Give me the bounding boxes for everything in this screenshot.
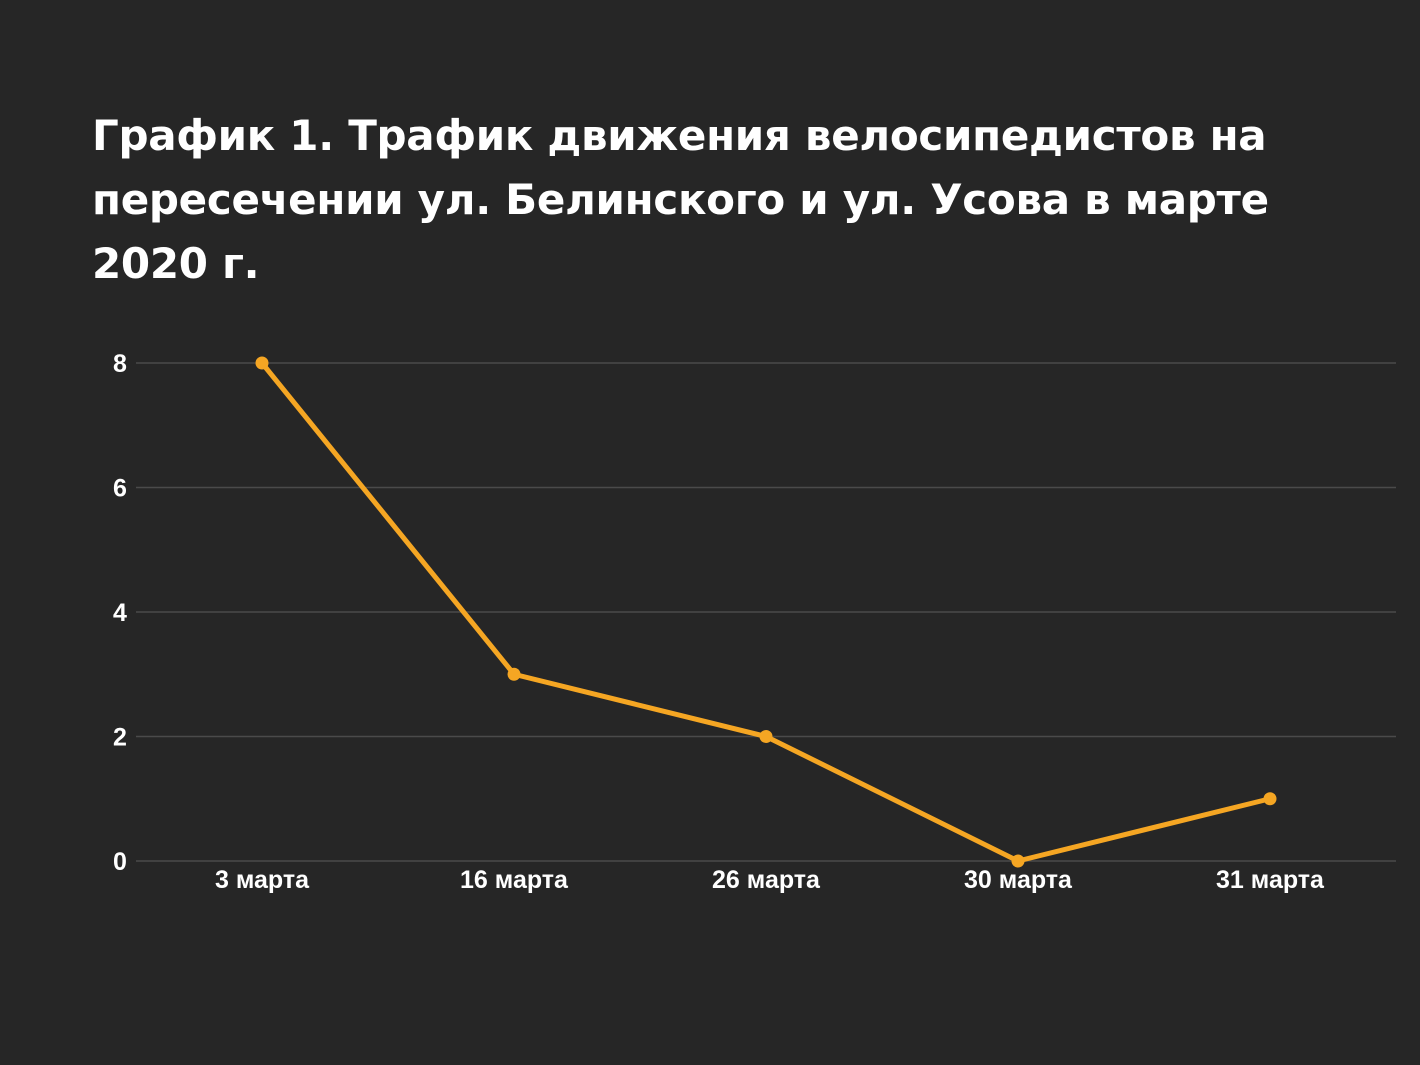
y-tick-label-0: 0	[113, 848, 127, 876]
y-tick-label-8: 8	[113, 350, 127, 378]
data-point	[507, 667, 521, 681]
x-tick-label: 31 марта	[1216, 866, 1325, 894]
data-point	[1263, 792, 1277, 806]
x-tick-label: 16 марта	[460, 866, 569, 894]
chart-title: График 1. Трафик движения велосипедистов…	[92, 111, 1269, 288]
x-axis-tick-labels: 3 марта 16 марта 26 марта 30 марта 31 марта	[215, 866, 1325, 894]
y-tick-label-6: 6	[113, 475, 127, 503]
x-tick-label: 3 марта	[215, 866, 310, 894]
x-tick-label: 26 марта	[712, 866, 821, 894]
data-point	[759, 730, 773, 743]
data-point	[1011, 854, 1025, 868]
y-tick-label-2: 2	[113, 724, 127, 752]
x-tick-label: 30 марта	[964, 866, 1073, 894]
y-axis-tick-labels: 0 2 4 6 8	[113, 350, 127, 876]
data-points	[255, 356, 1277, 868]
y-tick-label-4: 4	[113, 599, 127, 627]
data-point	[255, 356, 269, 370]
gridlines	[136, 362, 1396, 862]
